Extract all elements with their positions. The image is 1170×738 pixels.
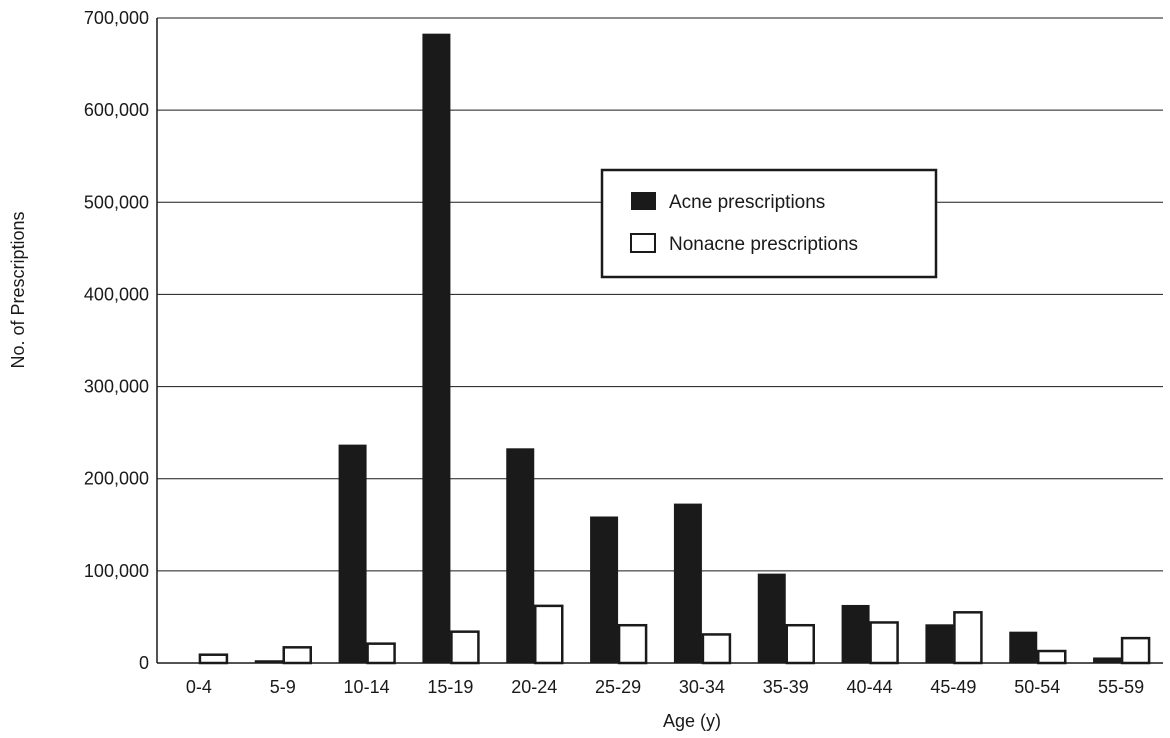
y-tick-label: 200,000 — [84, 469, 149, 489]
bar-nonacne — [1037, 649, 1067, 665]
x-tick-label: 30-34 — [679, 677, 725, 697]
bar-acne — [590, 516, 619, 663]
x-tick-label: 50-54 — [1014, 677, 1060, 697]
x-tick-label: 25-29 — [595, 677, 641, 697]
bar-nonacne — [450, 630, 480, 665]
bar-acne — [925, 624, 954, 663]
bar-nonacne — [198, 653, 229, 665]
legend-label-nonacne: Nonacne prescriptions — [669, 234, 858, 255]
x-tick-label: 10-14 — [344, 677, 390, 697]
bar-acne — [422, 33, 451, 663]
x-tick-label: 5-9 — [270, 677, 296, 697]
y-tick-labels: 0 100,000 200,000 300,000 400,000 500,000 600,… — [84, 8, 149, 673]
bar-nonacne — [869, 621, 899, 665]
bar-acne — [1093, 657, 1122, 663]
legend-box — [600, 168, 938, 279]
y-tick-label: 100,000 — [84, 561, 149, 581]
x-axis-label: Age (y) — [663, 711, 721, 731]
y-tick-label: 500,000 — [84, 192, 149, 212]
y-tick-label: 700,000 — [84, 8, 149, 28]
x-tick-label: 35-39 — [763, 677, 809, 697]
bar-nonacne — [617, 623, 648, 665]
legend-swatch-nonacne — [630, 233, 656, 253]
bar-acne — [338, 444, 367, 663]
bar-nonacne — [701, 633, 732, 665]
bar-nonacne — [534, 604, 564, 665]
bar-acne — [757, 573, 786, 663]
axes — [156, 18, 1163, 664]
x-tick-label: 55-59 — [1098, 677, 1144, 697]
gridlines — [157, 17, 1163, 572]
y-axis-label: No. of Prescriptions — [8, 211, 28, 368]
y-tick-label: 0 — [139, 653, 149, 673]
x-tick-label: 20-24 — [511, 677, 557, 697]
legend: Acne prescriptions Nonacne prescriptions — [600, 168, 938, 279]
bar-acne — [841, 604, 870, 663]
y-tick-label: 300,000 — [84, 377, 149, 397]
x-tick-label: 0-4 — [186, 677, 212, 697]
y-tick-label: 400,000 — [84, 284, 149, 304]
bar-nonacne — [282, 646, 312, 665]
bars — [198, 33, 1151, 665]
bar-nonacne — [785, 623, 815, 665]
x-tick-label: 40-44 — [847, 677, 893, 697]
legend-label-acne: Acne prescriptions — [669, 192, 825, 213]
legend-swatch-acne — [631, 192, 656, 210]
bar-acne — [1009, 631, 1038, 663]
bar-acne — [254, 660, 283, 663]
bar-nonacne — [1120, 636, 1151, 665]
bar-acne — [506, 448, 535, 663]
x-tick-labels: 0-4 5-9 10-14 15-19 20-24 25-29 30-34 35-39 40-4… — [186, 677, 1144, 697]
x-tick-label: 15-19 — [427, 677, 473, 697]
bar-nonacne — [366, 642, 396, 665]
y-tick-label: 600,000 — [84, 100, 149, 120]
x-tick-label: 45-49 — [930, 677, 976, 697]
bar-acne — [673, 503, 702, 663]
bar-nonacne — [953, 611, 983, 665]
